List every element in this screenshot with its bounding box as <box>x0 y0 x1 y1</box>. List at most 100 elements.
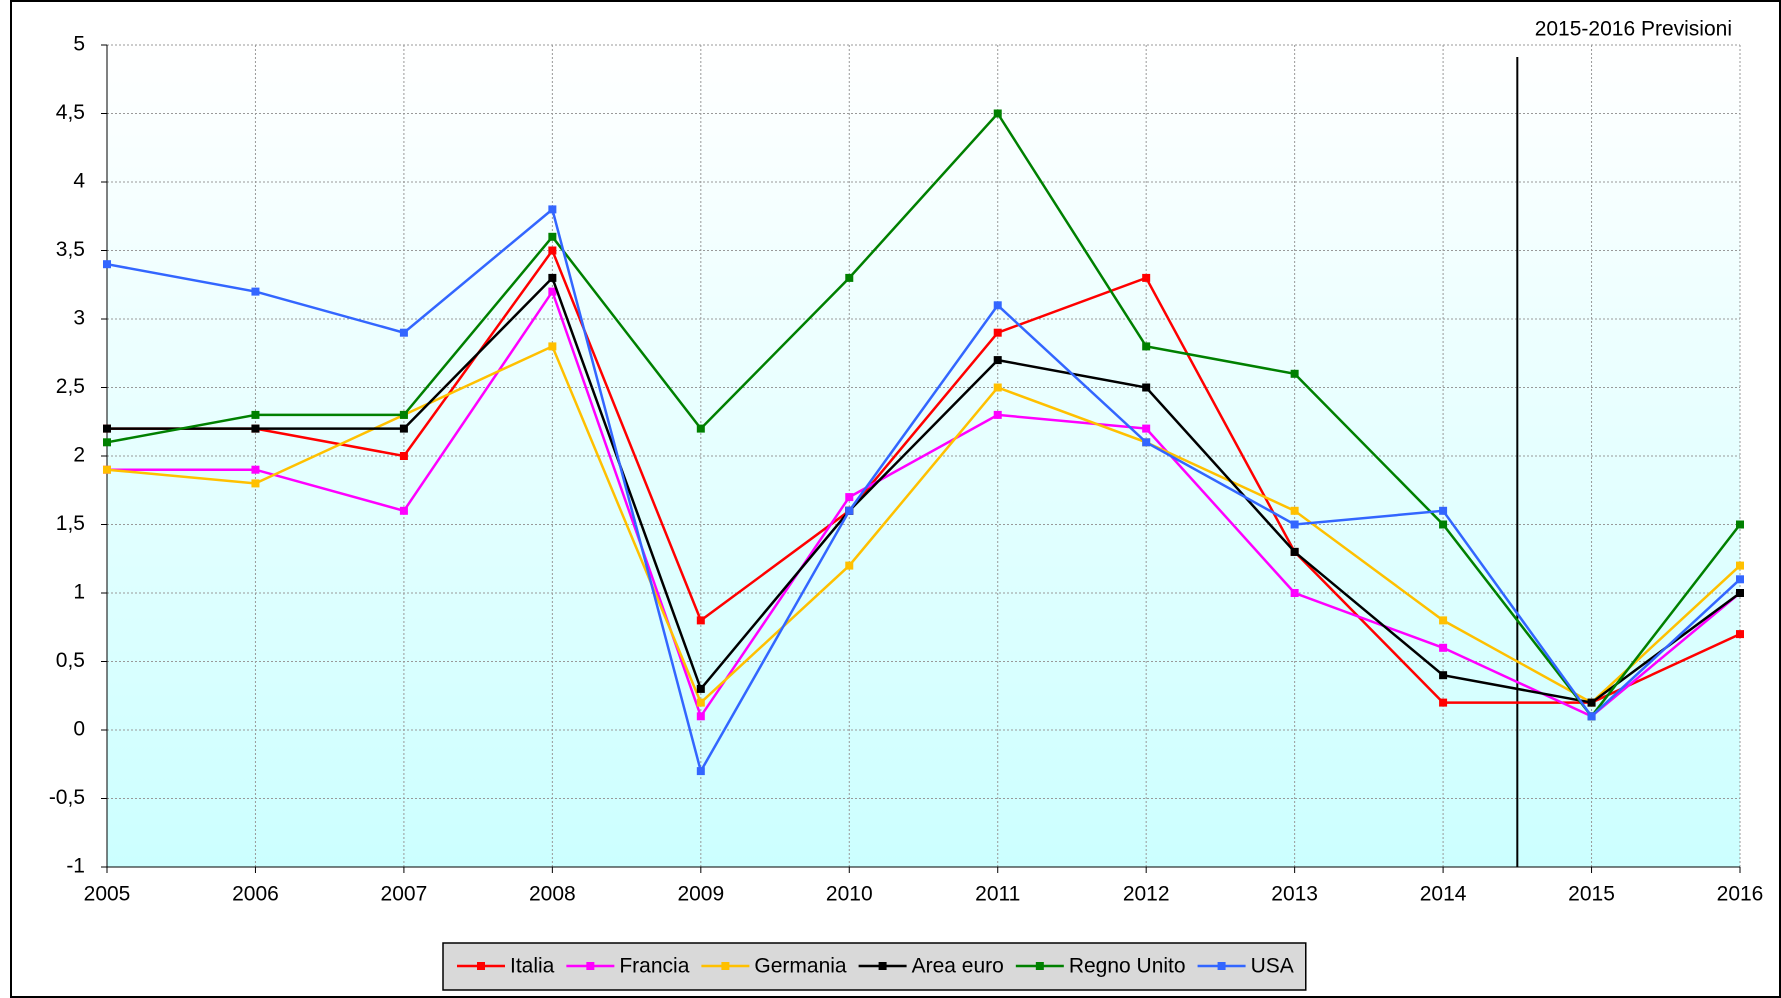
point <box>696 684 705 693</box>
point <box>1142 342 1151 351</box>
y-tick-label: 0 <box>73 718 85 741</box>
point <box>696 698 705 707</box>
y-tick-label: 5 <box>73 33 85 56</box>
point <box>548 342 557 351</box>
point <box>1290 520 1299 529</box>
point <box>845 493 854 502</box>
legend-marker <box>477 962 485 970</box>
point <box>1290 506 1299 515</box>
x-tick-label: 2014 <box>1420 883 1467 906</box>
y-tick-label: -0,5 <box>49 786 85 809</box>
point <box>993 109 1002 118</box>
legend: Italia Francia Germania Area euro Regno Unit… <box>442 942 1307 991</box>
y-tick-label: -1 <box>66 855 85 878</box>
series-line <box>107 275 1741 704</box>
point <box>696 767 705 776</box>
y-tick-label: 3,5 <box>56 238 85 261</box>
point <box>103 260 111 269</box>
point <box>1736 589 1744 597</box>
point <box>993 383 1002 392</box>
x-tick-label: 2006 <box>232 883 279 906</box>
point <box>1142 424 1151 433</box>
legend-marker <box>1035 962 1044 970</box>
point <box>1587 712 1596 721</box>
point <box>1439 616 1448 625</box>
point <box>251 465 260 474</box>
point <box>1736 561 1744 570</box>
point <box>993 328 1002 337</box>
x-tick-label: 2008 <box>529 883 576 906</box>
point <box>1439 698 1448 707</box>
point <box>1736 520 1744 529</box>
point <box>251 287 260 296</box>
y-tick-label: 4 <box>73 170 85 193</box>
x-tick-label: 2005 <box>84 883 131 906</box>
point <box>103 424 111 433</box>
series-line <box>106 344 1741 705</box>
legend-marker <box>878 962 887 970</box>
point <box>993 356 1002 365</box>
y-tick-label: 3 <box>73 307 85 330</box>
point <box>251 410 260 419</box>
x-tick-label: 2013 <box>1271 883 1318 906</box>
legend-label: Germania <box>754 955 847 978</box>
point <box>103 438 111 447</box>
x-tick-label: 2010 <box>826 883 873 906</box>
x-tick-label: 2009 <box>677 883 724 906</box>
point <box>399 410 408 419</box>
y-tick-label: 1 <box>73 581 85 604</box>
annotation: 2015-2016 Previsioni <box>1535 18 1732 41</box>
point <box>548 232 557 241</box>
point <box>399 506 408 515</box>
point <box>548 287 557 296</box>
legend-label: Francia <box>619 955 689 978</box>
x-tick-label: 2015 <box>1568 883 1615 906</box>
point <box>845 561 854 570</box>
point <box>845 273 854 282</box>
point <box>696 712 705 721</box>
point <box>1439 643 1448 652</box>
point <box>1290 589 1299 597</box>
x-tick-label: 2007 <box>381 883 428 906</box>
y-tick-label: 1,5 <box>56 512 85 535</box>
series-line <box>106 207 1741 775</box>
point <box>1142 273 1151 282</box>
point <box>399 452 408 460</box>
point <box>548 205 557 214</box>
y-tick-label: 4,5 <box>56 101 85 124</box>
legend-marker <box>586 962 595 970</box>
point <box>1142 438 1151 447</box>
legend-label: USA <box>1251 955 1294 978</box>
y-tick-label: 2,5 <box>56 375 85 398</box>
point <box>1142 383 1151 392</box>
point <box>1439 506 1448 515</box>
series-line <box>106 111 1741 719</box>
series-line <box>107 247 1741 704</box>
legend-marker <box>721 962 730 970</box>
point <box>1736 630 1744 639</box>
legend-label: Regno Unito <box>1069 955 1186 978</box>
point <box>548 273 557 282</box>
point <box>696 424 705 433</box>
point <box>845 506 854 515</box>
point <box>399 328 408 337</box>
point <box>548 246 557 255</box>
x-tick-label: 2011 <box>975 883 1020 906</box>
x-tick-label: 2016 <box>1717 883 1764 906</box>
legend-marker <box>1217 962 1226 970</box>
point <box>399 424 408 433</box>
point <box>696 616 705 625</box>
point <box>1736 575 1744 584</box>
point <box>1587 698 1596 707</box>
point <box>103 465 111 474</box>
point <box>1439 520 1448 529</box>
point <box>1290 547 1299 556</box>
point <box>1439 671 1448 680</box>
point <box>993 301 1002 310</box>
point <box>251 424 260 433</box>
y-tick-label: 0,5 <box>56 649 85 672</box>
legend-label: Area euro <box>912 955 1004 978</box>
legend-label: Italia <box>510 955 555 978</box>
point <box>251 479 260 488</box>
